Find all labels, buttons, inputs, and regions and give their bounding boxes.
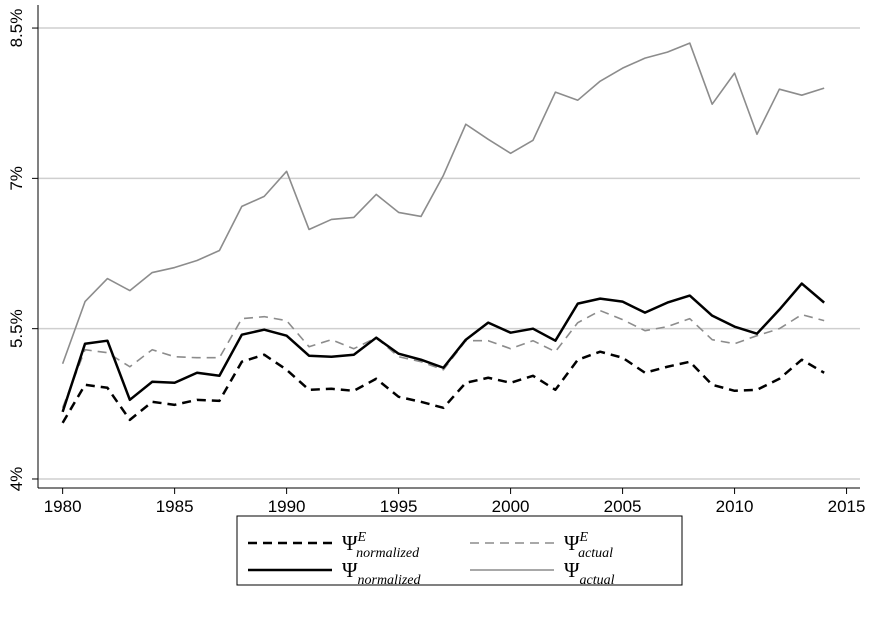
legend-sup: E bbox=[357, 530, 367, 545]
x-tick-label: 1985 bbox=[156, 497, 194, 516]
x-tick-label: 1995 bbox=[380, 497, 418, 516]
legend-label: Ψactual bbox=[564, 558, 615, 588]
x-tick-label: 1980 bbox=[44, 497, 82, 516]
legend-sub: normalized bbox=[358, 573, 422, 588]
legend-label: Ψnormalized bbox=[342, 558, 422, 588]
legend-box bbox=[236, 515, 683, 586]
x-tick-label: 1990 bbox=[268, 497, 306, 516]
x-tick-label: 2005 bbox=[604, 497, 642, 516]
y-tick-label: 7% bbox=[7, 166, 26, 191]
series-line bbox=[61, 350, 825, 424]
legend-label: ΨE normalized bbox=[342, 530, 420, 561]
series-line bbox=[61, 42, 825, 365]
y-tick-label: 8.5% bbox=[7, 9, 26, 48]
x-tick-label: 2015 bbox=[828, 497, 866, 516]
legend-symbol: Ψ bbox=[564, 531, 580, 555]
x-tick-label: 2010 bbox=[716, 497, 754, 516]
legend-sub: actual bbox=[580, 573, 615, 588]
series-line bbox=[61, 309, 825, 409]
y-tick-label: 4% bbox=[7, 467, 26, 492]
series-line bbox=[61, 282, 825, 413]
y-tick-label: 5.5% bbox=[7, 309, 26, 348]
legend-symbol: Ψ bbox=[342, 558, 358, 582]
legend-sub: normalized bbox=[356, 546, 420, 561]
legend-sub: actual bbox=[578, 546, 613, 561]
legend-sup: E bbox=[579, 530, 589, 545]
legend-label: ΨE actual bbox=[564, 530, 613, 561]
legend-symbol: Ψ bbox=[342, 531, 358, 555]
x-tick-label: 2000 bbox=[492, 497, 530, 516]
legend-symbol: Ψ bbox=[564, 558, 580, 582]
